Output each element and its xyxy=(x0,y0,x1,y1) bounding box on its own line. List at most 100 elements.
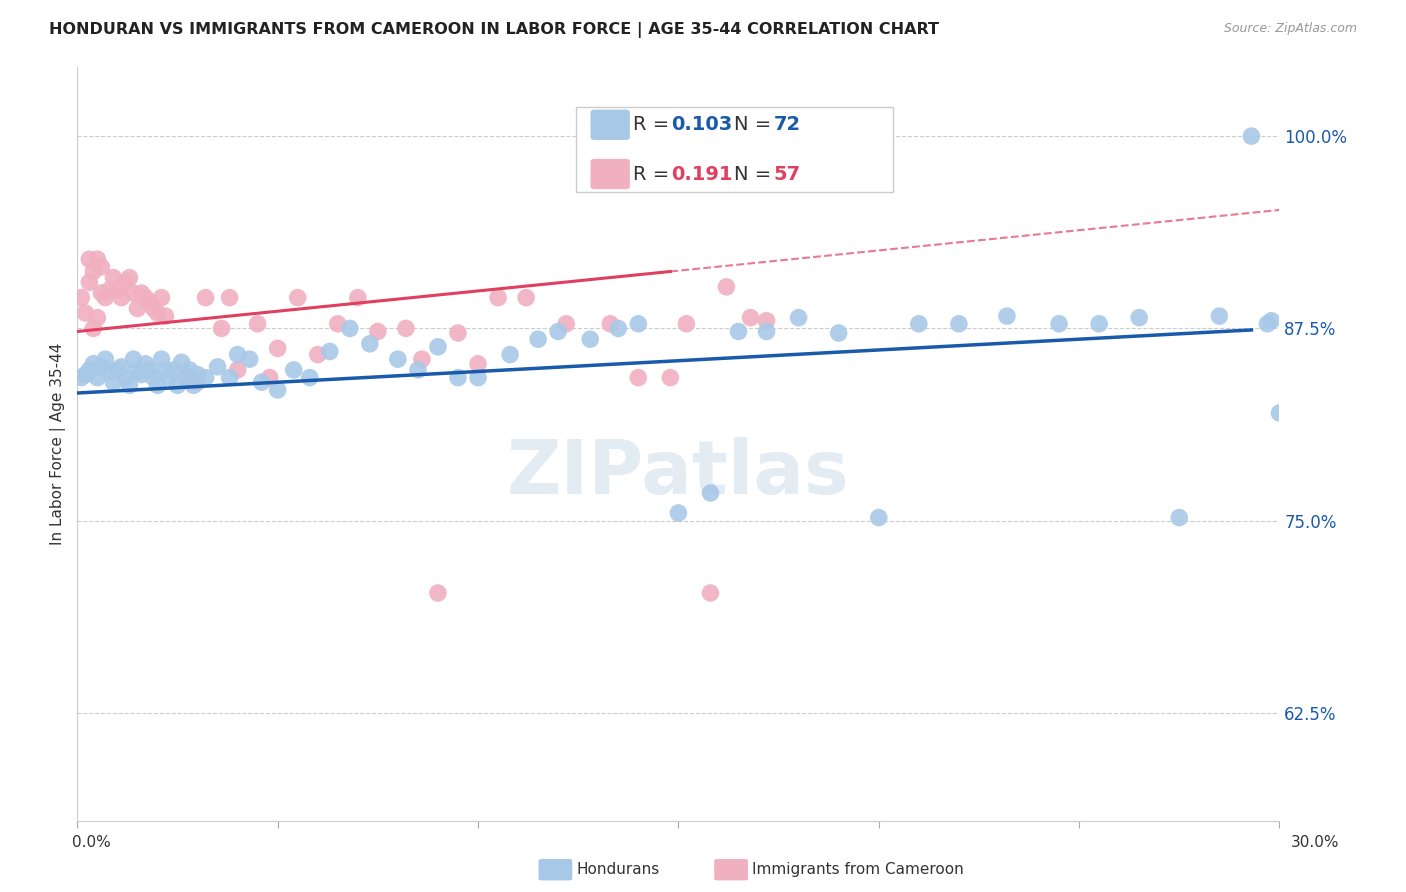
Point xyxy=(90,260,112,274)
Point xyxy=(79,275,101,289)
Text: 30.0%: 30.0% xyxy=(1291,836,1339,850)
Point xyxy=(150,291,173,305)
Text: 0.191: 0.191 xyxy=(671,164,733,184)
Point xyxy=(179,370,201,384)
Text: 57: 57 xyxy=(773,164,800,184)
Point xyxy=(675,317,697,331)
Point xyxy=(118,378,141,392)
Point xyxy=(90,285,112,300)
Text: N =: N = xyxy=(734,115,778,135)
Point xyxy=(627,370,650,384)
Point xyxy=(486,291,509,305)
Point xyxy=(579,332,602,346)
Point xyxy=(727,325,749,339)
Point xyxy=(387,352,409,367)
Point xyxy=(1168,510,1191,524)
Point xyxy=(467,357,489,371)
Point xyxy=(1268,406,1291,420)
Point xyxy=(127,364,149,378)
Point xyxy=(142,370,165,384)
Point xyxy=(82,264,104,278)
Point xyxy=(547,325,569,339)
Point xyxy=(114,275,136,289)
Point xyxy=(127,301,149,316)
Text: 0.0%: 0.0% xyxy=(72,836,111,850)
Point xyxy=(174,370,197,384)
Point xyxy=(79,363,101,377)
Text: 72: 72 xyxy=(773,115,800,135)
Point xyxy=(246,317,269,331)
Point xyxy=(142,301,165,316)
Point xyxy=(194,291,217,305)
Point xyxy=(94,291,117,305)
Point xyxy=(347,291,370,305)
Point xyxy=(768,129,790,144)
Point xyxy=(1256,317,1278,331)
Point xyxy=(367,325,389,339)
Point xyxy=(134,357,156,371)
Point xyxy=(339,321,361,335)
Point xyxy=(250,376,273,390)
Point xyxy=(94,352,117,367)
Point xyxy=(155,363,177,377)
Point xyxy=(326,317,349,331)
Point xyxy=(1047,317,1070,331)
Point xyxy=(447,326,470,340)
Point xyxy=(86,252,108,267)
Point xyxy=(134,291,156,305)
Point xyxy=(218,370,240,384)
Point xyxy=(75,368,97,382)
Point xyxy=(207,359,229,374)
Text: 0.103: 0.103 xyxy=(671,115,733,135)
Point xyxy=(599,317,621,331)
Point xyxy=(259,370,281,384)
Point xyxy=(755,314,778,328)
Text: HONDURAN VS IMMIGRANTS FROM CAMEROON IN LABOR FORCE | AGE 35-44 CORRELATION CHAR: HONDURAN VS IMMIGRANTS FROM CAMEROON IN … xyxy=(49,22,939,38)
Point xyxy=(699,486,721,500)
Text: Immigrants from Cameroon: Immigrants from Cameroon xyxy=(752,863,965,877)
Point xyxy=(1088,317,1111,331)
Text: R =: R = xyxy=(633,115,675,135)
Text: R =: R = xyxy=(633,164,682,184)
Point xyxy=(70,291,93,305)
Point xyxy=(107,363,129,377)
Point xyxy=(82,357,104,371)
Point xyxy=(186,368,209,382)
Y-axis label: In Labor Force | Age 35-44: In Labor Force | Age 35-44 xyxy=(51,343,66,545)
Point xyxy=(1240,129,1263,144)
Text: Hondurans: Hondurans xyxy=(576,863,659,877)
Point xyxy=(110,291,132,305)
Point xyxy=(107,283,129,297)
Point xyxy=(118,270,141,285)
Point xyxy=(179,363,201,377)
Point xyxy=(122,285,145,300)
Point xyxy=(98,364,121,378)
Point xyxy=(411,352,433,367)
Point xyxy=(395,321,418,335)
Point xyxy=(868,510,890,524)
Point xyxy=(226,347,249,361)
Point xyxy=(75,306,97,320)
Point xyxy=(908,317,931,331)
Point xyxy=(82,321,104,335)
Point xyxy=(755,325,778,339)
Point xyxy=(162,363,184,377)
Point xyxy=(467,370,489,384)
Point xyxy=(138,295,160,310)
Text: ZIPatlas: ZIPatlas xyxy=(508,437,849,510)
Point xyxy=(114,370,136,384)
Point xyxy=(218,291,240,305)
Point xyxy=(166,378,188,392)
Point xyxy=(138,363,160,377)
Point xyxy=(287,291,309,305)
Point xyxy=(699,586,721,600)
Point xyxy=(1208,309,1230,323)
Point xyxy=(1128,310,1150,325)
Point xyxy=(447,370,470,384)
Point xyxy=(427,340,450,354)
Point xyxy=(716,280,738,294)
Point xyxy=(307,347,329,361)
Point xyxy=(122,352,145,367)
Point xyxy=(103,270,125,285)
Point xyxy=(86,310,108,325)
